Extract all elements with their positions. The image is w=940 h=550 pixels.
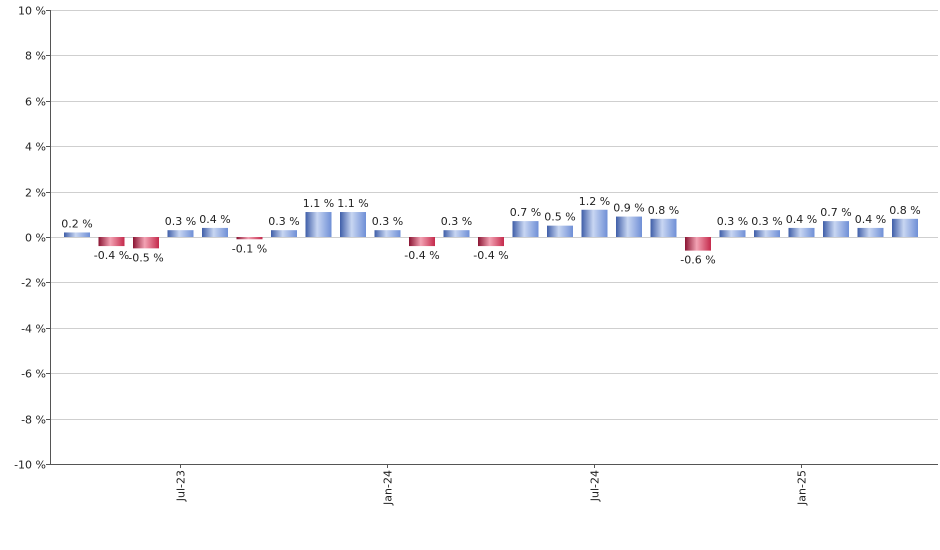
axes (50, 10, 938, 465)
bar-value-label: 0.3 % (268, 215, 299, 228)
bar-value-label: 0.3 % (441, 215, 472, 228)
y-tick-label: 4 % (25, 141, 46, 154)
data-labels: 0.2 %-0.4 % -0.5 %0.3 % 0.4 %-0.1 %0.3 %1.… (61, 195, 920, 267)
bar-value-label: 1.2 % (579, 195, 610, 208)
bar-value-label: -0.6 % (680, 254, 715, 267)
bar-value-label: 0.4 % (199, 213, 230, 226)
bar (409, 237, 435, 247)
bar-value-label: 0.7 % (510, 206, 541, 219)
y-tick-label: 6 % (25, 96, 46, 109)
bars (64, 209, 918, 251)
y-tick-label: 0 % (25, 232, 46, 245)
x-axis-ticks: Jul-23 Jan-24 Jul-24 Jan-25 (175, 464, 809, 506)
bar-value-label: 0.3 % (717, 215, 748, 228)
bar (788, 227, 815, 237)
bar (64, 232, 90, 237)
bar (167, 230, 194, 237)
bar-value-label: 0.5 % (544, 211, 575, 224)
x-tick-label: Jul-24 (589, 470, 602, 502)
bar-value-label: -0.4 % (473, 249, 508, 262)
x-tick-label: Jan-25 (796, 470, 809, 506)
y-tick-label: 10 % (18, 5, 46, 18)
bar (719, 230, 746, 237)
bar (892, 218, 918, 237)
bar (823, 221, 849, 237)
y-tick-label: -6 % (21, 368, 46, 381)
x-tick-label: Jan-24 (382, 470, 395, 506)
bar (547, 225, 573, 237)
bar-value-label: 0.7 % (820, 206, 851, 219)
bar (685, 237, 711, 251)
bar (133, 237, 159, 249)
bar-value-label: 0.4 % (786, 213, 817, 226)
bar-value-label: -0.5 % (128, 251, 163, 264)
y-tick-label: 2 % (25, 187, 46, 200)
bar (305, 212, 332, 237)
bar (478, 237, 504, 247)
bar-value-label: 0.8 % (889, 204, 920, 217)
x-tick-label: Jul-23 (175, 470, 188, 502)
y-axis-ticks: 10 % 8 % 6 % 4 % 2 % 0 % -2 % -4 % -6 % -8 % -10 % (14, 5, 50, 472)
bar (581, 209, 608, 237)
bar (650, 218, 677, 237)
bar-value-label: 0.4 % (855, 213, 886, 226)
bar-value-label: 1.1 % (303, 197, 334, 210)
bar (857, 227, 884, 237)
bar-value-label: -0.4 % (94, 249, 129, 262)
bar (271, 230, 297, 237)
bar (443, 230, 470, 237)
bar (236, 237, 263, 240)
bar-value-label: 0.9 % (613, 202, 644, 215)
bar (374, 230, 401, 237)
y-tick-label: -8 % (21, 414, 46, 427)
bar-value-label: 0.8 % (648, 204, 679, 217)
bar-value-label: 0.3 % (165, 215, 196, 228)
bar-value-label: 1.1 % (337, 197, 368, 210)
bar-value-label: -0.4 % (404, 249, 439, 262)
bar (340, 212, 366, 237)
bar-value-label: 0.3 % (372, 215, 403, 228)
bar (512, 221, 539, 237)
y-tick-label: -2 % (21, 277, 46, 290)
bar (616, 216, 642, 237)
bar-value-label: 0.2 % (61, 217, 92, 230)
y-tick-label: 8 % (25, 50, 46, 63)
bar-value-label: 0.3 % (751, 215, 782, 228)
bar-value-label: -0.1 % (232, 242, 267, 255)
bar (98, 237, 125, 247)
y-tick-label: -4 % (21, 323, 46, 336)
bar (202, 227, 228, 237)
bar (754, 230, 780, 237)
y-tick-label: -10 % (14, 459, 46, 472)
